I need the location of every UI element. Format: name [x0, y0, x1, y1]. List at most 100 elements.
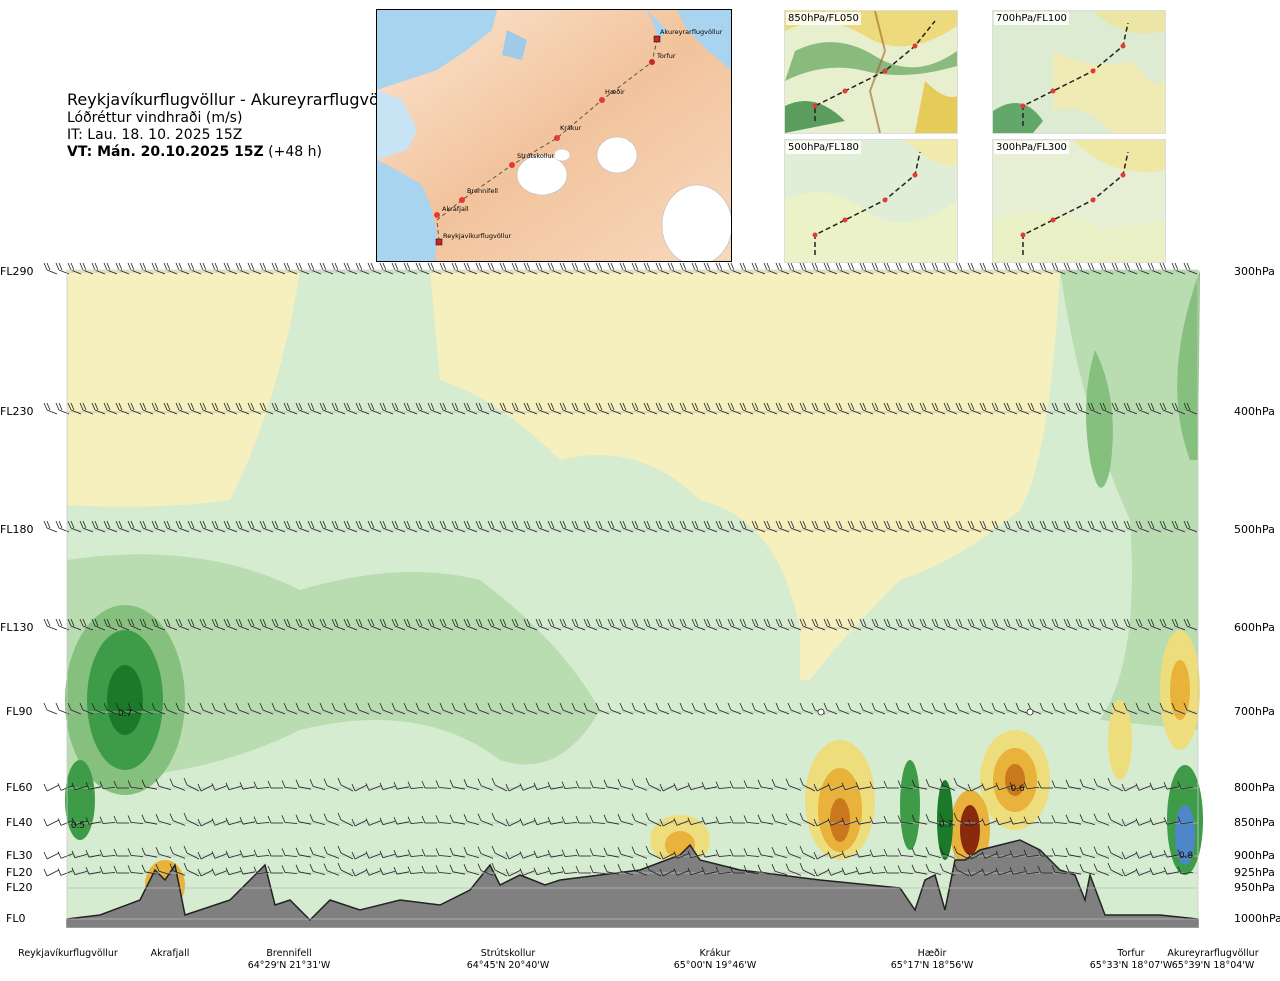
wind-barb-shaft: [370, 527, 382, 533]
wind-barb-feather: [169, 863, 174, 871]
wind-barb-feather: [187, 402, 192, 411]
wind-barb-shaft: [346, 269, 358, 275]
wind-barb-feather: [667, 702, 672, 711]
wind-barb: [519, 868, 536, 876]
contour-annotation: 0.8: [1179, 851, 1194, 861]
wind-barb: [1087, 702, 1102, 715]
wind-barb: [981, 868, 998, 876]
wind-barb: [595, 702, 610, 715]
wind-barb-feather: [1087, 402, 1092, 411]
wind-barb-shaft: [946, 269, 958, 275]
wind-barb: [103, 520, 118, 533]
wind-barb-feather: [183, 845, 188, 854]
wind-barb-feather: [939, 863, 944, 871]
wind-barb-feather: [583, 702, 588, 711]
wind-barb: [115, 520, 130, 533]
wind-barb: [981, 783, 998, 791]
wind-barb-feather: [939, 846, 944, 854]
wind-barb: [667, 702, 682, 715]
wind-barb-feather: [466, 262, 471, 271]
wind-barb-feather: [790, 618, 795, 627]
wind-barb-shaft: [838, 527, 850, 533]
wind-barb: [1087, 262, 1102, 275]
wind-barb-feather: [391, 402, 396, 411]
wind-barb: [169, 813, 186, 826]
thumb-850hpa[interactable]: 850hPa/FL050: [784, 10, 958, 134]
wind-barb-feather: [931, 262, 936, 271]
wind-barb-shaft: [746, 822, 760, 824]
wind-barb-feather: [67, 402, 72, 411]
wind-barb-shaft: [1126, 269, 1138, 275]
wind-barb-feather: [118, 402, 123, 411]
wind-barb: [995, 817, 1012, 826]
wind-barb-feather: [421, 865, 426, 874]
wind-barb-feather: [190, 520, 195, 529]
wind-barb: [1163, 850, 1180, 858]
wind-barb-shaft: [646, 709, 658, 715]
wind-barb-shaft: [1054, 709, 1066, 715]
level-label-right: 300hPa: [1234, 265, 1275, 278]
wind-barb-feather: [953, 862, 958, 871]
wind-barb-feather: [631, 813, 636, 821]
wind-barb-feather: [743, 848, 748, 856]
wind-barb-feather: [1186, 618, 1191, 627]
wind-barb-shaft: [934, 409, 946, 415]
wind-barb: [799, 845, 816, 860]
wind-barb-feather: [634, 520, 639, 529]
wind-barb-shaft: [298, 527, 310, 533]
wind-barb-feather: [391, 520, 396, 529]
wind-barb-shaft: [310, 269, 322, 275]
wind-barb: [775, 618, 790, 631]
wind-barb-feather: [703, 402, 708, 411]
wind-barb-feather: [1003, 702, 1008, 711]
wind-barb-feather: [430, 262, 435, 271]
wind-barb-feather: [358, 262, 363, 271]
wind-barb-shaft: [178, 409, 190, 415]
wind-barb: [883, 848, 899, 857]
wind-barb-feather: [847, 402, 852, 411]
wind-barb-feather: [823, 402, 828, 411]
wind-barb-feather: [271, 262, 276, 271]
wind-barb: [491, 777, 508, 792]
level-label-right: 950hPa: [1234, 881, 1275, 894]
wind-barb-shaft: [508, 784, 522, 792]
wind-barb-shaft: [1138, 785, 1152, 791]
wind-barb-feather: [1102, 618, 1107, 627]
wind-barb-feather: [1075, 402, 1080, 411]
wind-barb-feather: [1066, 618, 1071, 627]
wind-barb-feather: [1147, 402, 1152, 411]
thumb-500hpa[interactable]: 500hPa/FL180: [784, 139, 958, 263]
wind-barb: [367, 262, 382, 275]
wind-barb-feather: [1135, 520, 1140, 529]
wind-barb: [729, 865, 745, 874]
wind-barb: [823, 262, 838, 275]
wind-barb: [163, 262, 178, 275]
wind-barb: [643, 618, 658, 631]
wind-barb: [827, 851, 844, 859]
wind-barb: [323, 778, 340, 791]
wind-barb: [43, 868, 60, 877]
wind-barb-feather: [526, 262, 531, 271]
thumb-700hpa[interactable]: 700hPa/FL100: [992, 10, 1166, 134]
wind-barb-shaft: [274, 709, 286, 715]
wind-barb-feather: [226, 262, 231, 271]
wind-barb: [391, 262, 406, 275]
wind-barb-feather: [435, 780, 440, 788]
wind-barb-feather: [995, 782, 1000, 790]
wind-barb: [655, 702, 670, 715]
wind-barb-feather: [1009, 850, 1014, 858]
wind-barb-shaft: [662, 784, 676, 792]
wind-barb-shaft: [914, 821, 928, 825]
wind-barb: [415, 520, 430, 533]
wind-barb-feather: [1107, 862, 1112, 871]
wind-barb-feather: [322, 618, 327, 627]
wind-barb-shaft: [214, 785, 228, 791]
wind-barb-feather: [802, 402, 807, 411]
wind-barb-shaft: [790, 527, 802, 533]
wind-barb-feather: [775, 262, 780, 271]
wind-barb: [183, 812, 200, 827]
wind-barb-shaft: [1090, 409, 1102, 415]
wind-barb-feather: [238, 402, 243, 411]
wind-barb-feather: [911, 779, 916, 787]
thumb-300hpa[interactable]: 300hPa/FL300: [992, 139, 1166, 263]
